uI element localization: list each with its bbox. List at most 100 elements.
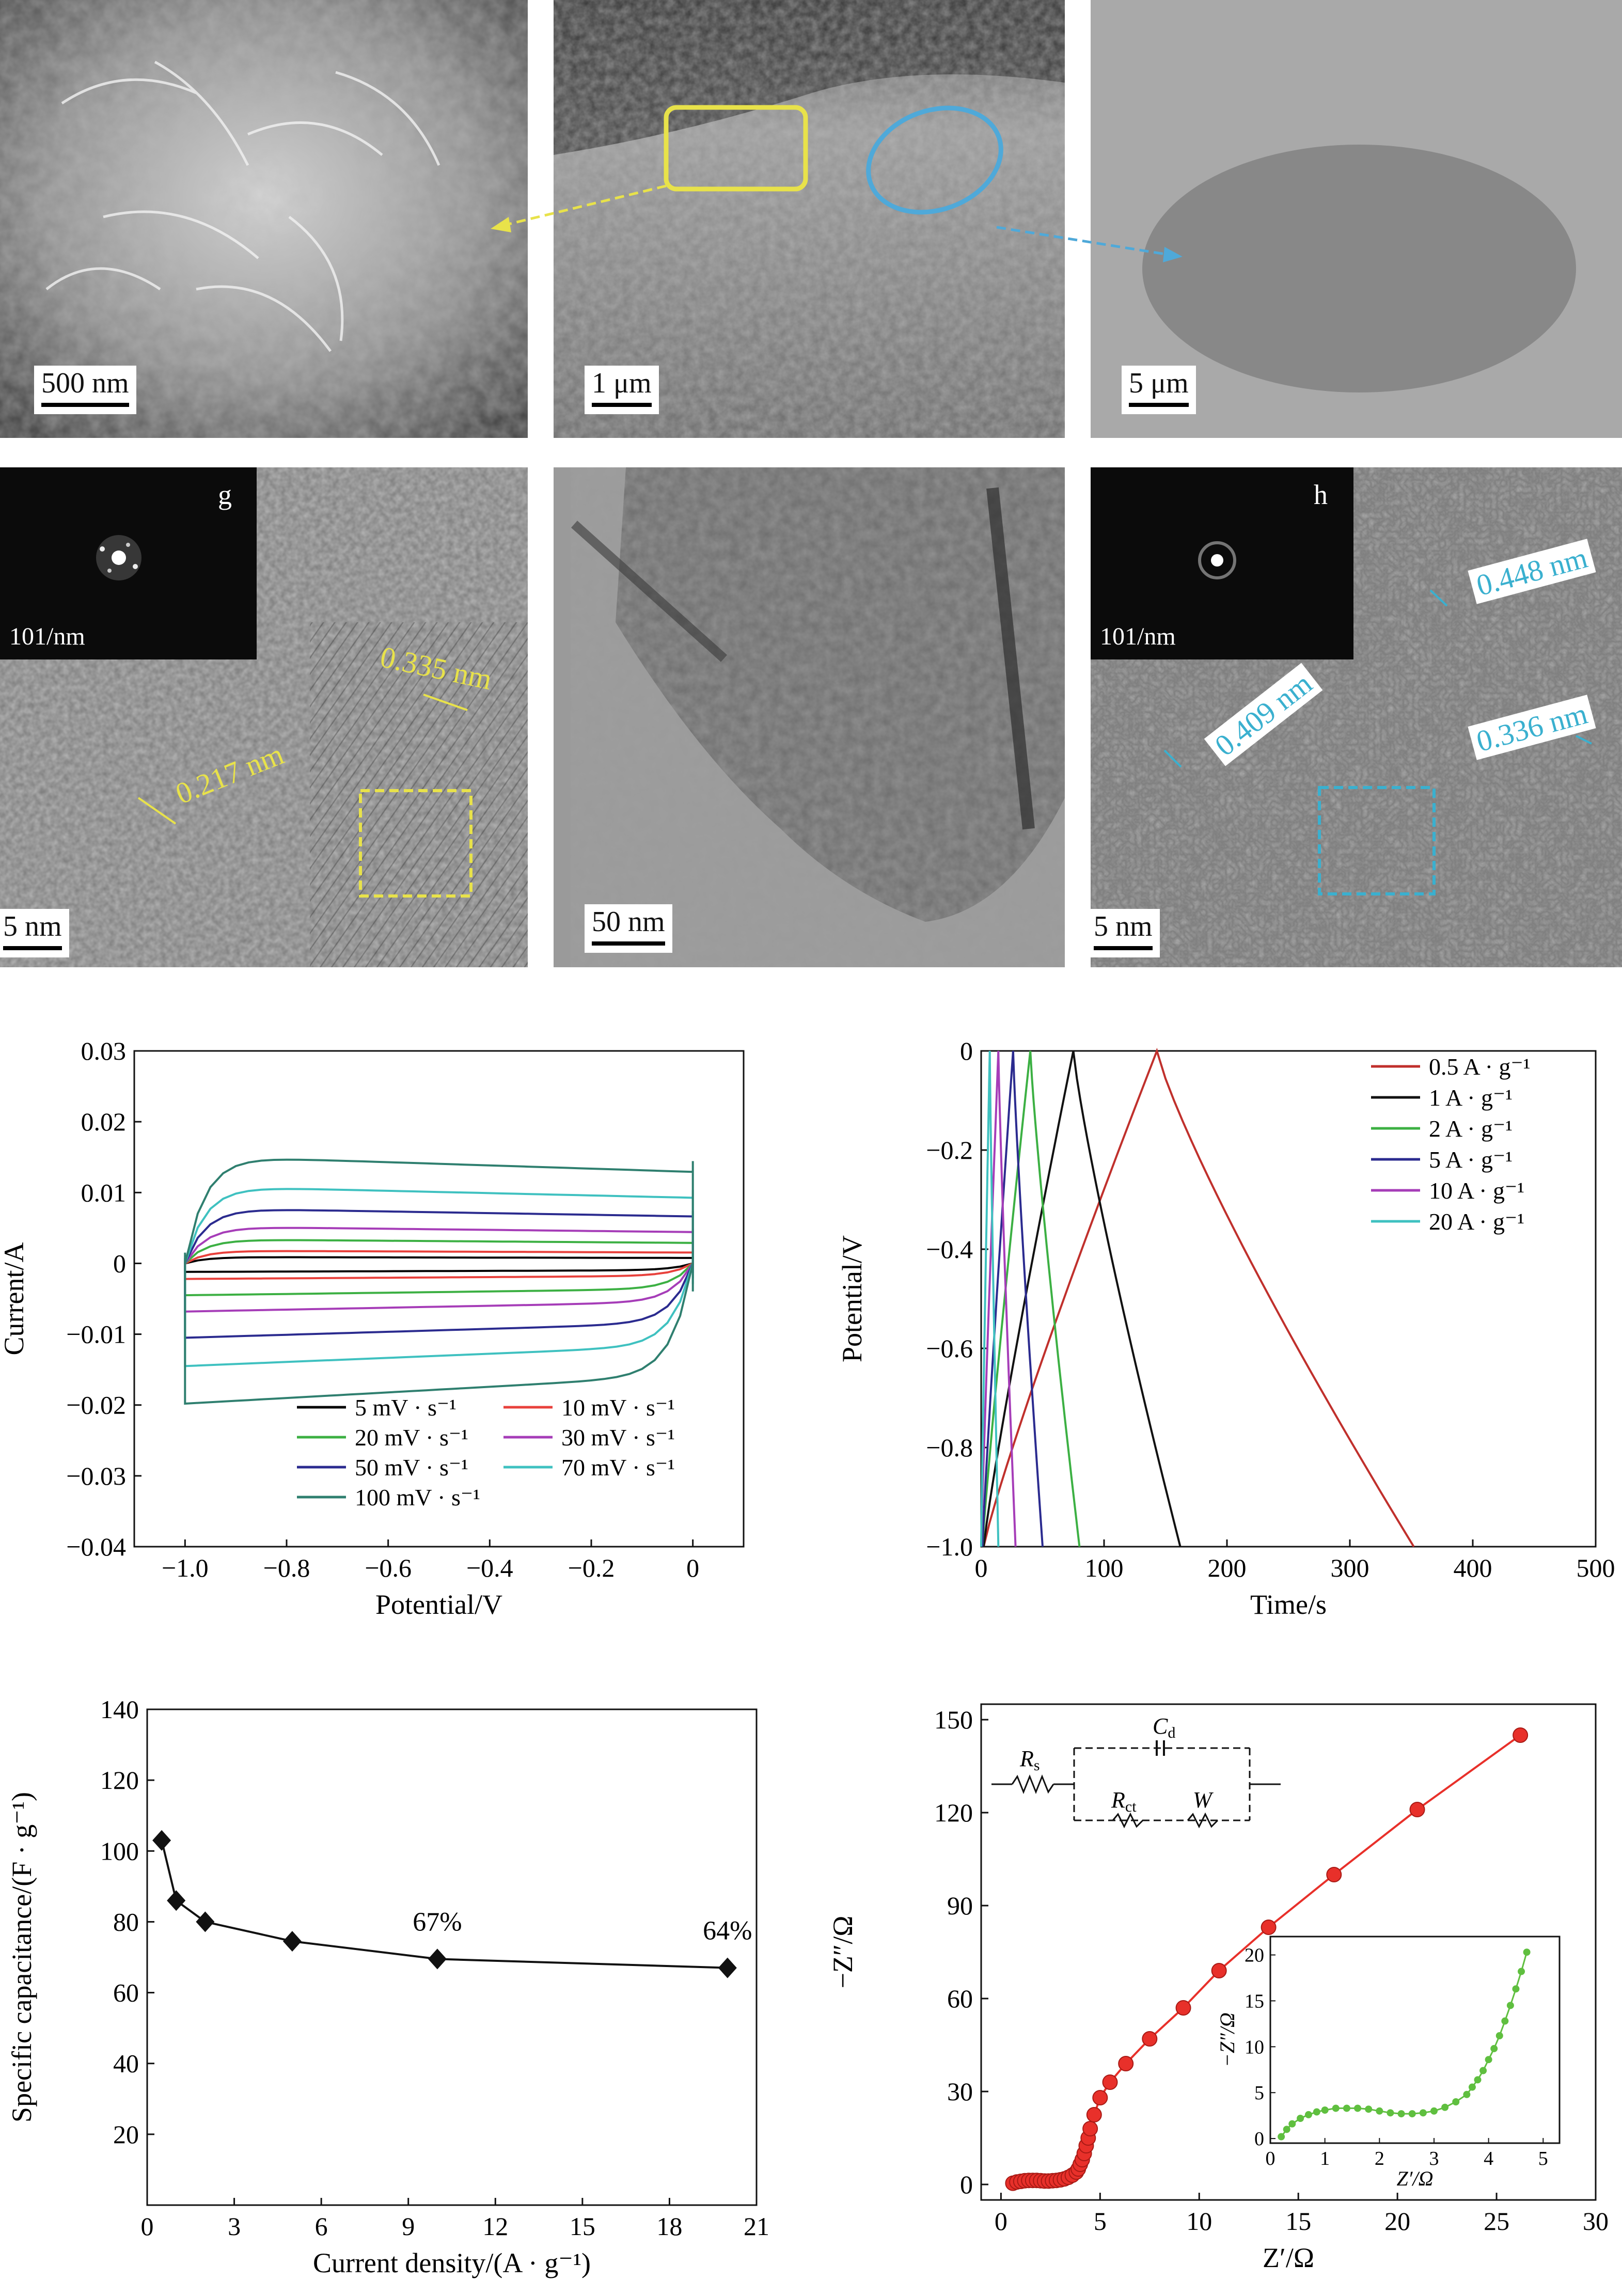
y-tick-label: 80 bbox=[113, 1907, 139, 1936]
label-cd: Cd bbox=[1153, 1713, 1175, 1741]
nyquist-point bbox=[1082, 2121, 1098, 2136]
label-rs: Rs bbox=[1019, 1746, 1040, 1774]
inset-point bbox=[1278, 2133, 1285, 2141]
cv-series-line bbox=[184, 1239, 694, 1297]
retention-label: 64% bbox=[703, 1916, 752, 1946]
y-axis-label: Current/A bbox=[0, 1243, 29, 1356]
plot-frame bbox=[980, 1050, 1597, 1548]
y-axis-label: −Z″/Ω bbox=[827, 1915, 858, 1988]
y-tick-label: −0.03 bbox=[66, 1461, 126, 1490]
x-tick-label: 20 bbox=[1384, 2207, 1410, 2236]
legend-label: 10 mV · s⁻¹ bbox=[561, 1394, 675, 1421]
x-axis-label: Current density/(A · g⁻¹) bbox=[313, 2247, 591, 2278]
y-axis-label: Specific capacitance/(F · g⁻¹) bbox=[6, 1792, 37, 2122]
y-tick-label: 90 bbox=[947, 1891, 973, 1920]
scale-bar: 50 nm bbox=[585, 904, 672, 953]
nyquist-point bbox=[1102, 2074, 1118, 2090]
inset-point bbox=[1304, 2111, 1312, 2118]
x-tick-label: 10 bbox=[1186, 2207, 1212, 2236]
inset-point bbox=[1523, 1948, 1531, 1956]
legend-label: 20 mV · s⁻¹ bbox=[355, 1424, 468, 1451]
x-tick-label: 0 bbox=[141, 2212, 154, 2241]
rate-point bbox=[196, 1911, 215, 1932]
y-tick-label: −1.0 bbox=[926, 1532, 973, 1561]
inset-point bbox=[1313, 2108, 1320, 2116]
nyquist-point bbox=[1142, 2031, 1158, 2047]
scale-bar: 500 nm bbox=[34, 366, 136, 414]
nyquist-point bbox=[1261, 1920, 1277, 1935]
gcd-series-line bbox=[982, 1050, 1182, 1547]
hrtem-image-left: g 101/nm 0.335 nm 0.217 nm 5 nm bbox=[0, 467, 528, 967]
nyquist-point bbox=[1211, 1963, 1227, 1978]
x-tick-label: 5 bbox=[1094, 2207, 1107, 2236]
x-tick-label: 9 bbox=[402, 2212, 415, 2241]
x-tick-label: 100 bbox=[1085, 1553, 1124, 1582]
inset-point bbox=[1479, 2067, 1487, 2074]
inset-x-label: Z′/Ω bbox=[1396, 2167, 1433, 2190]
inset-point bbox=[1288, 2120, 1296, 2128]
y-tick-label: −0.02 bbox=[66, 1391, 126, 1420]
rate-capability-chart: 0 3 6 9 12 15 18 21 20 40 60 80 100 120 140 Current den… bbox=[6, 1695, 769, 2278]
y-tick-label: −0.6 bbox=[926, 1334, 973, 1363]
y-tick-label: 0.01 bbox=[81, 1178, 127, 1207]
label-w: W bbox=[1193, 1787, 1214, 1813]
y-tick-label: 100 bbox=[100, 1836, 139, 1865]
sem-image-left: 500 nm bbox=[0, 0, 528, 438]
scale-bar-label: 1 μm bbox=[592, 367, 652, 399]
y-tick-label: 150 bbox=[934, 1705, 973, 1734]
x-tick-label: 15 bbox=[1285, 2207, 1311, 2236]
inset-x-tick-label: 5 bbox=[1538, 2148, 1548, 2169]
y-tick-label: 0 bbox=[960, 1036, 973, 1065]
circuit-frame bbox=[1073, 1747, 1251, 1821]
rate-point bbox=[718, 1957, 737, 1978]
x-axis-label: Time/s bbox=[1250, 1589, 1327, 1620]
inset-point bbox=[1297, 2115, 1304, 2122]
x-tick-label: 500 bbox=[1577, 1553, 1615, 1582]
cv-series-line bbox=[184, 1256, 694, 1273]
legend-label: 2 A · g⁻¹ bbox=[1429, 1115, 1513, 1142]
y-tick-label: 60 bbox=[113, 1978, 139, 2007]
inset-point bbox=[1397, 2110, 1405, 2118]
y-tick-label: 0.03 bbox=[81, 1036, 127, 1065]
selected-area-box bbox=[1318, 786, 1436, 895]
cv-chart: −1.0 −0.8 −0.6 −0.4 −0.2 0 −0.04 −0.03 −0.02 −0.0… bbox=[0, 1036, 745, 1620]
inset-point bbox=[1468, 2083, 1476, 2091]
gcd-series-line bbox=[980, 1050, 1017, 1547]
inset-point bbox=[1365, 2105, 1373, 2113]
inset-point bbox=[1474, 2076, 1482, 2084]
x-tick-label: −1.0 bbox=[162, 1553, 209, 1582]
inset-point bbox=[1463, 2090, 1471, 2098]
equivalent-circuit: Rs Cd Rct W bbox=[991, 1713, 1281, 1829]
rate-point bbox=[428, 1948, 447, 1970]
inset-y-tick-label: 10 bbox=[1245, 2036, 1264, 2058]
x-tick-label: 3 bbox=[228, 2212, 241, 2241]
nyquist-point bbox=[1326, 1867, 1342, 1882]
y-tick-label: 140 bbox=[100, 1695, 139, 1724]
fft-inset: g 101/nm bbox=[0, 467, 257, 659]
x-tick-label: 6 bbox=[315, 2212, 328, 2241]
x-tick-label: 0 bbox=[686, 1553, 699, 1582]
inset-point bbox=[1332, 2104, 1340, 2112]
gcd-series-line bbox=[981, 1050, 1081, 1547]
legend-label: 30 mV · s⁻¹ bbox=[561, 1424, 675, 1451]
y-tick-label: 30 bbox=[947, 2077, 973, 2106]
scale-bar-label: 50 nm bbox=[592, 906, 665, 938]
legend-label: 10 A · g⁻¹ bbox=[1429, 1177, 1524, 1204]
warburg-element bbox=[1187, 1812, 1219, 1829]
inset-x-tick-label: 1 bbox=[1320, 2148, 1330, 2169]
y-tick-label: 0.02 bbox=[81, 1107, 127, 1136]
legend-label: 5 mV · s⁻¹ bbox=[355, 1394, 456, 1421]
label-rct: Rct bbox=[1111, 1787, 1137, 1815]
fft-inset: h 101/nm bbox=[1091, 467, 1353, 659]
plot-frame bbox=[146, 1708, 758, 2206]
sem-image-right: 5 μm bbox=[1091, 0, 1622, 438]
highlight-ellipse bbox=[866, 105, 1003, 215]
x-tick-label: 12 bbox=[482, 2212, 508, 2241]
x-tick-label: 0 bbox=[975, 1553, 988, 1582]
inset-x-tick-label: 2 bbox=[1375, 2148, 1384, 2169]
x-tick-label: −0.4 bbox=[466, 1553, 513, 1582]
nyquist-point bbox=[1513, 1727, 1529, 1743]
cv-series-line bbox=[184, 1250, 694, 1280]
inset-x-tick-label: 3 bbox=[1429, 2148, 1439, 2169]
highlight-box bbox=[664, 105, 808, 192]
